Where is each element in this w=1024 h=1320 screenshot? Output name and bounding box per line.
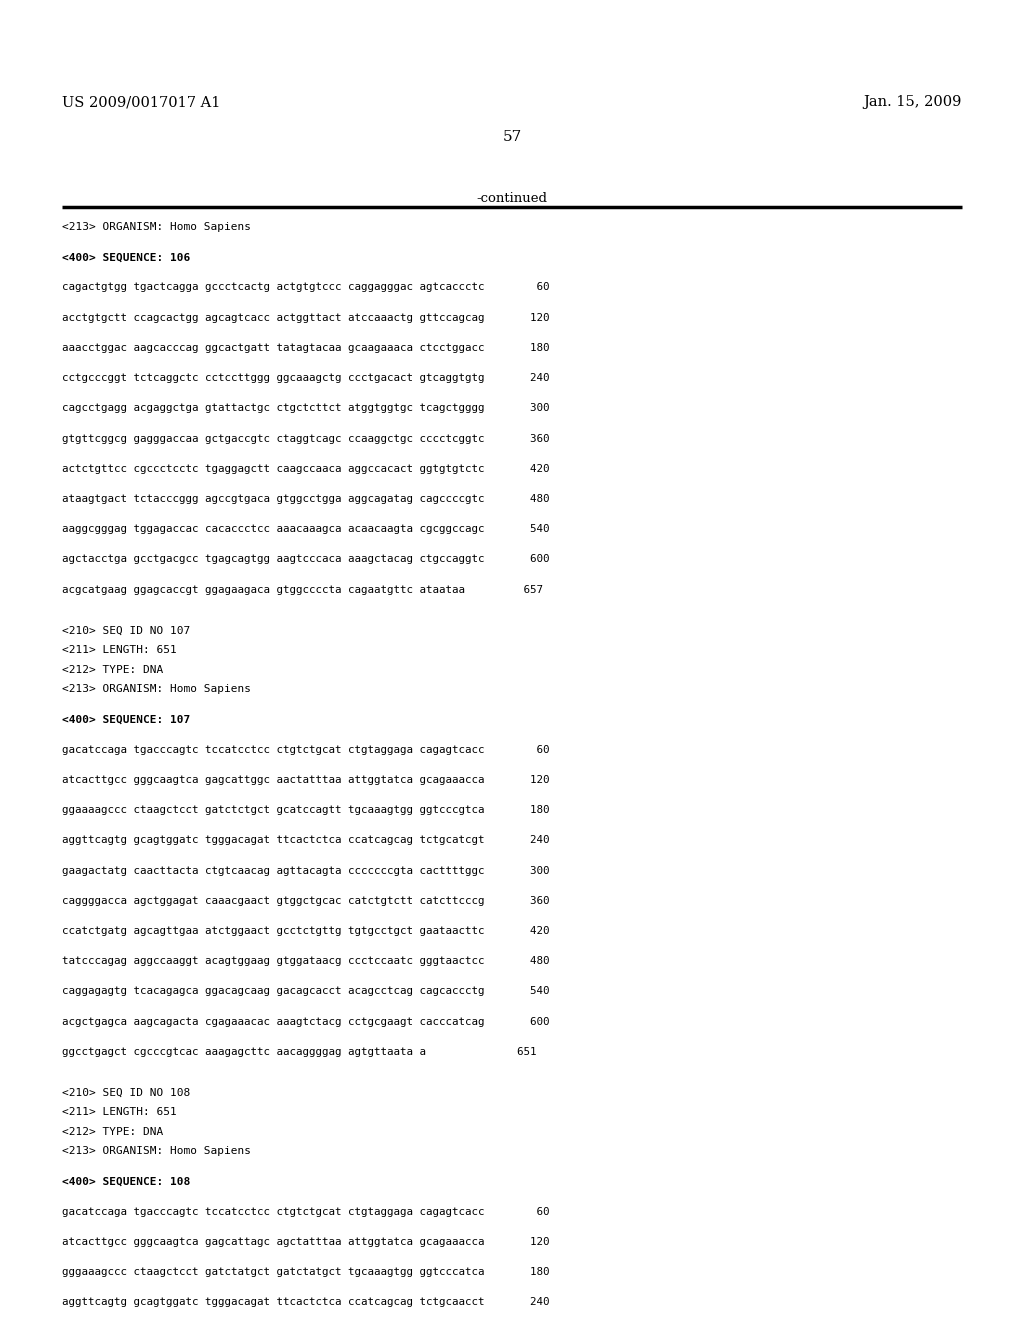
Text: <211> LENGTH: 651: <211> LENGTH: 651 [62,1107,177,1117]
Text: <400> SEQUENCE: 106: <400> SEQUENCE: 106 [62,252,190,263]
Text: acctgtgctt ccagcactgg agcagtcacc actggttact atccaaactg gttccagcag       120: acctgtgctt ccagcactgg agcagtcacc actggtt… [62,313,550,322]
Text: tatcccagag aggccaaggt acagtggaag gtggataacg ccctccaatc gggtaactcc       480: tatcccagag aggccaaggt acagtggaag gtggata… [62,956,550,966]
Text: ggaaaagccc ctaagctcct gatctctgct gcatccagtt tgcaaagtgg ggtcccgtca       180: ggaaaagccc ctaagctcct gatctctgct gcatcca… [62,805,550,814]
Text: aaggcgggag tggagaccac cacaccctcc aaacaaagca acaacaagta cgcggccagc       540: aaggcgggag tggagaccac cacaccctcc aaacaaa… [62,524,550,535]
Text: <210> SEQ ID NO 107: <210> SEQ ID NO 107 [62,626,190,636]
Text: caggggacca agctggagat caaacgaact gtggctgcac catctgtctt catcttcccg       360: caggggacca agctggagat caaacgaact gtggctg… [62,896,550,906]
Text: gtgttcggcg gagggaccaa gctgaccgtc ctaggtcagc ccaaggctgc cccctcggtc       360: gtgttcggcg gagggaccaa gctgaccgtc ctaggtc… [62,433,550,444]
Text: cctgcccggt tctcaggctc cctccttggg ggcaaagctg ccctgacact gtcaggtgtg       240: cctgcccggt tctcaggctc cctccttggg ggcaaag… [62,374,550,383]
Text: <213> ORGANISM: Homo Sapiens: <213> ORGANISM: Homo Sapiens [62,222,251,232]
Text: <213> ORGANISM: Homo Sapiens: <213> ORGANISM: Homo Sapiens [62,684,251,694]
Text: gggaaagccc ctaagctcct gatctatgct gatctatgct tgcaaagtgg ggtcccatca       180: gggaaagccc ctaagctcct gatctatgct gatctat… [62,1267,550,1278]
Text: ataagtgact tctacccggg agccgtgaca gtggcctgga aggcagatag cagccccgtc       480: ataagtgact tctacccggg agccgtgaca gtggcct… [62,494,550,504]
Text: <210> SEQ ID NO 108: <210> SEQ ID NO 108 [62,1088,190,1098]
Text: gaagactatg caacttacta ctgtcaacag agttacagta cccccccgta cacttttggc       300: gaagactatg caacttacta ctgtcaacag agttaca… [62,866,550,875]
Text: US 2009/0017017 A1: US 2009/0017017 A1 [62,95,220,110]
Text: <211> LENGTH: 651: <211> LENGTH: 651 [62,645,177,655]
Text: gacatccaga tgacccagtc tccatcctcc ctgtctgcat ctgtaggaga cagagtcacc        60: gacatccaga tgacccagtc tccatcctcc ctgtctg… [62,1206,550,1217]
Text: ccatctgatg agcagttgaa atctggaact gcctctgttg tgtgcctgct gaataacttc       420: ccatctgatg agcagttgaa atctggaact gcctctg… [62,925,550,936]
Text: aggttcagtg gcagtggatc tgggacagat ttcactctca ccatcagcag tctgcaacct       240: aggttcagtg gcagtggatc tgggacagat ttcactc… [62,1298,550,1307]
Text: atcacttgcc gggcaagtca gagcattggc aactatttaa attggtatca gcagaaacca       120: atcacttgcc gggcaagtca gagcattggc aactatt… [62,775,550,785]
Text: <400> SEQUENCE: 108: <400> SEQUENCE: 108 [62,1176,190,1187]
Text: <212> TYPE: DNA: <212> TYPE: DNA [62,665,163,675]
Text: cagactgtgg tgactcagga gccctcactg actgtgtccc caggagggac agtcaccctc        60: cagactgtgg tgactcagga gccctcactg actgtgt… [62,282,550,293]
Text: aaacctggac aagcacccag ggcactgatt tatagtacaa gcaagaaaca ctcctggacc       180: aaacctggac aagcacccag ggcactgatt tatagta… [62,343,550,352]
Text: cagcctgagg acgaggctga gtattactgc ctgctcttct atggtggtgc tcagctgggg       300: cagcctgagg acgaggctga gtattactgc ctgctct… [62,404,550,413]
Text: <400> SEQUENCE: 107: <400> SEQUENCE: 107 [62,714,190,725]
Text: acgctgagca aagcagacta cgagaaacac aaagtctacg cctgcgaagt cacccatcag       600: acgctgagca aagcagacta cgagaaacac aaagtct… [62,1016,550,1027]
Text: <213> ORGANISM: Homo Sapiens: <213> ORGANISM: Homo Sapiens [62,1146,251,1156]
Text: ggcctgagct cgcccgtcac aaagagcttc aacaggggag agtgttaata a              651: ggcctgagct cgcccgtcac aaagagcttc aacaggg… [62,1047,537,1057]
Text: acgcatgaag ggagcaccgt ggagaagaca gtggccccta cagaatgttc ataataa         657: acgcatgaag ggagcaccgt ggagaagaca gtggccc… [62,585,543,595]
Text: gacatccaga tgacccagtc tccatcctcc ctgtctgcat ctgtaggaga cagagtcacc        60: gacatccaga tgacccagtc tccatcctcc ctgtctg… [62,744,550,755]
Text: caggagagtg tcacagagca ggacagcaag gacagcacct acagcctcag cagcaccctg       540: caggagagtg tcacagagca ggacagcaag gacagca… [62,986,550,997]
Text: atcacttgcc gggcaagtca gagcattagc agctatttaa attggtatca gcagaaacca       120: atcacttgcc gggcaagtca gagcattagc agctatt… [62,1237,550,1247]
Text: -continued: -continued [476,191,548,205]
Text: 57: 57 [503,129,521,144]
Text: <212> TYPE: DNA: <212> TYPE: DNA [62,1127,163,1137]
Text: Jan. 15, 2009: Jan. 15, 2009 [863,95,962,110]
Text: actctgttcc cgccctcctc tgaggagctt caagccaaca aggccacact ggtgtgtctc       420: actctgttcc cgccctcctc tgaggagctt caagcca… [62,463,550,474]
Text: agctacctga gcctgacgcc tgagcagtgg aagtcccaca aaagctacag ctgccaggtc       600: agctacctga gcctgacgcc tgagcagtgg aagtccc… [62,554,550,565]
Text: aggttcagtg gcagtggatc tgggacagat ttcactctca ccatcagcag tctgcatcgt       240: aggttcagtg gcagtggatc tgggacagat ttcactc… [62,836,550,845]
